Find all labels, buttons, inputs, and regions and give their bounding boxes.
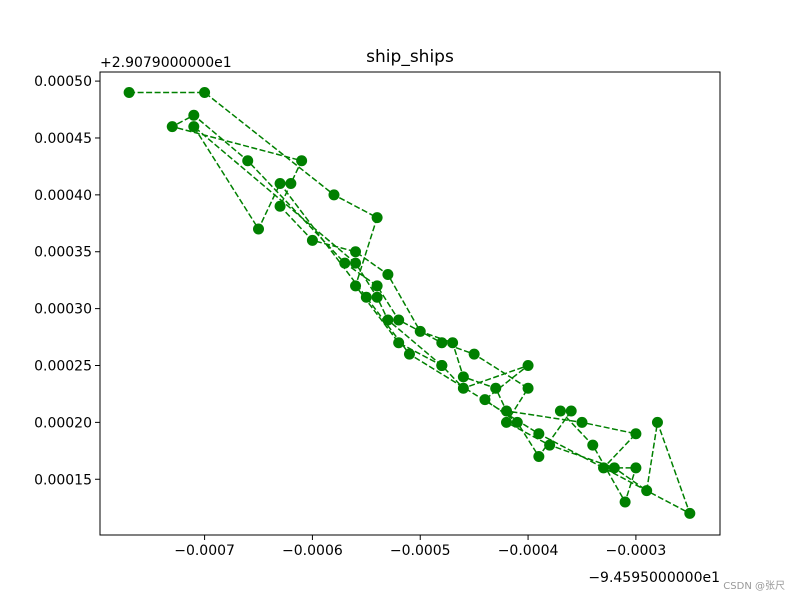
- point: [188, 109, 200, 121]
- x-tick-label: −0.0003: [606, 543, 667, 559]
- point: [371, 291, 383, 303]
- point: [382, 268, 394, 280]
- point: [253, 223, 265, 235]
- point: [371, 280, 383, 292]
- point: [285, 177, 297, 189]
- point: [414, 325, 426, 337]
- point: [188, 121, 200, 133]
- point: [339, 257, 351, 269]
- y-offset: +2.9079000000e1: [100, 55, 232, 71]
- point: [619, 496, 631, 508]
- point: [350, 246, 362, 258]
- y-tick-label: 0.00045: [34, 131, 92, 147]
- point: [511, 416, 523, 428]
- point: [457, 382, 469, 394]
- y-tick-label: 0.00015: [34, 472, 92, 488]
- point: [328, 189, 340, 201]
- point: [468, 348, 480, 360]
- point: [457, 371, 469, 383]
- point: [630, 428, 642, 440]
- point: [166, 121, 178, 133]
- point: [447, 337, 459, 349]
- point: [576, 416, 588, 428]
- point: [608, 462, 620, 474]
- point: [544, 439, 556, 451]
- point: [533, 428, 545, 440]
- point: [587, 439, 599, 451]
- point: [554, 405, 566, 417]
- point: [360, 291, 372, 303]
- series-line: [129, 91, 692, 515]
- point: [501, 416, 513, 428]
- point: [274, 177, 286, 189]
- point: [393, 337, 405, 349]
- point: [393, 314, 405, 326]
- y-tick-label: 0.00020: [34, 415, 92, 431]
- point: [641, 485, 653, 497]
- chart-title: ship_ships: [366, 47, 454, 67]
- point: [565, 405, 577, 417]
- point: [436, 359, 448, 371]
- point: [436, 337, 448, 349]
- point: [274, 200, 286, 212]
- point: [199, 86, 211, 98]
- point: [403, 348, 415, 360]
- point: [350, 257, 362, 269]
- point: [296, 155, 308, 167]
- point: [684, 507, 696, 519]
- y-tick-label: 0.00035: [34, 245, 92, 261]
- point: [501, 405, 513, 417]
- y-tick-label: 0.00040: [34, 188, 92, 204]
- point: [522, 382, 534, 394]
- plot-frame: [99, 71, 721, 536]
- y-tick-label: 0.00050: [34, 74, 92, 90]
- point: [371, 212, 383, 224]
- x-tick-label: −0.0007: [174, 543, 235, 559]
- point: [350, 280, 362, 292]
- point: [490, 382, 502, 394]
- point: [533, 451, 545, 463]
- point: [242, 155, 254, 167]
- y-tick-label: 0.00025: [34, 358, 92, 374]
- point: [522, 359, 534, 371]
- point: [630, 462, 642, 474]
- watermark: CSDN @张尺: [723, 580, 785, 592]
- x-tick-label: −0.0005: [390, 543, 451, 559]
- x-tick-label: −0.0004: [498, 543, 559, 559]
- point: [479, 394, 491, 406]
- x-offset: −9.4595000000e1: [588, 570, 720, 586]
- y-tick-label: 0.00030: [34, 302, 92, 318]
- point: [306, 234, 318, 246]
- point: [651, 416, 663, 428]
- point: [123, 86, 135, 98]
- point: [598, 462, 610, 474]
- point: [382, 314, 394, 326]
- x-tick-label: −0.0006: [282, 543, 343, 559]
